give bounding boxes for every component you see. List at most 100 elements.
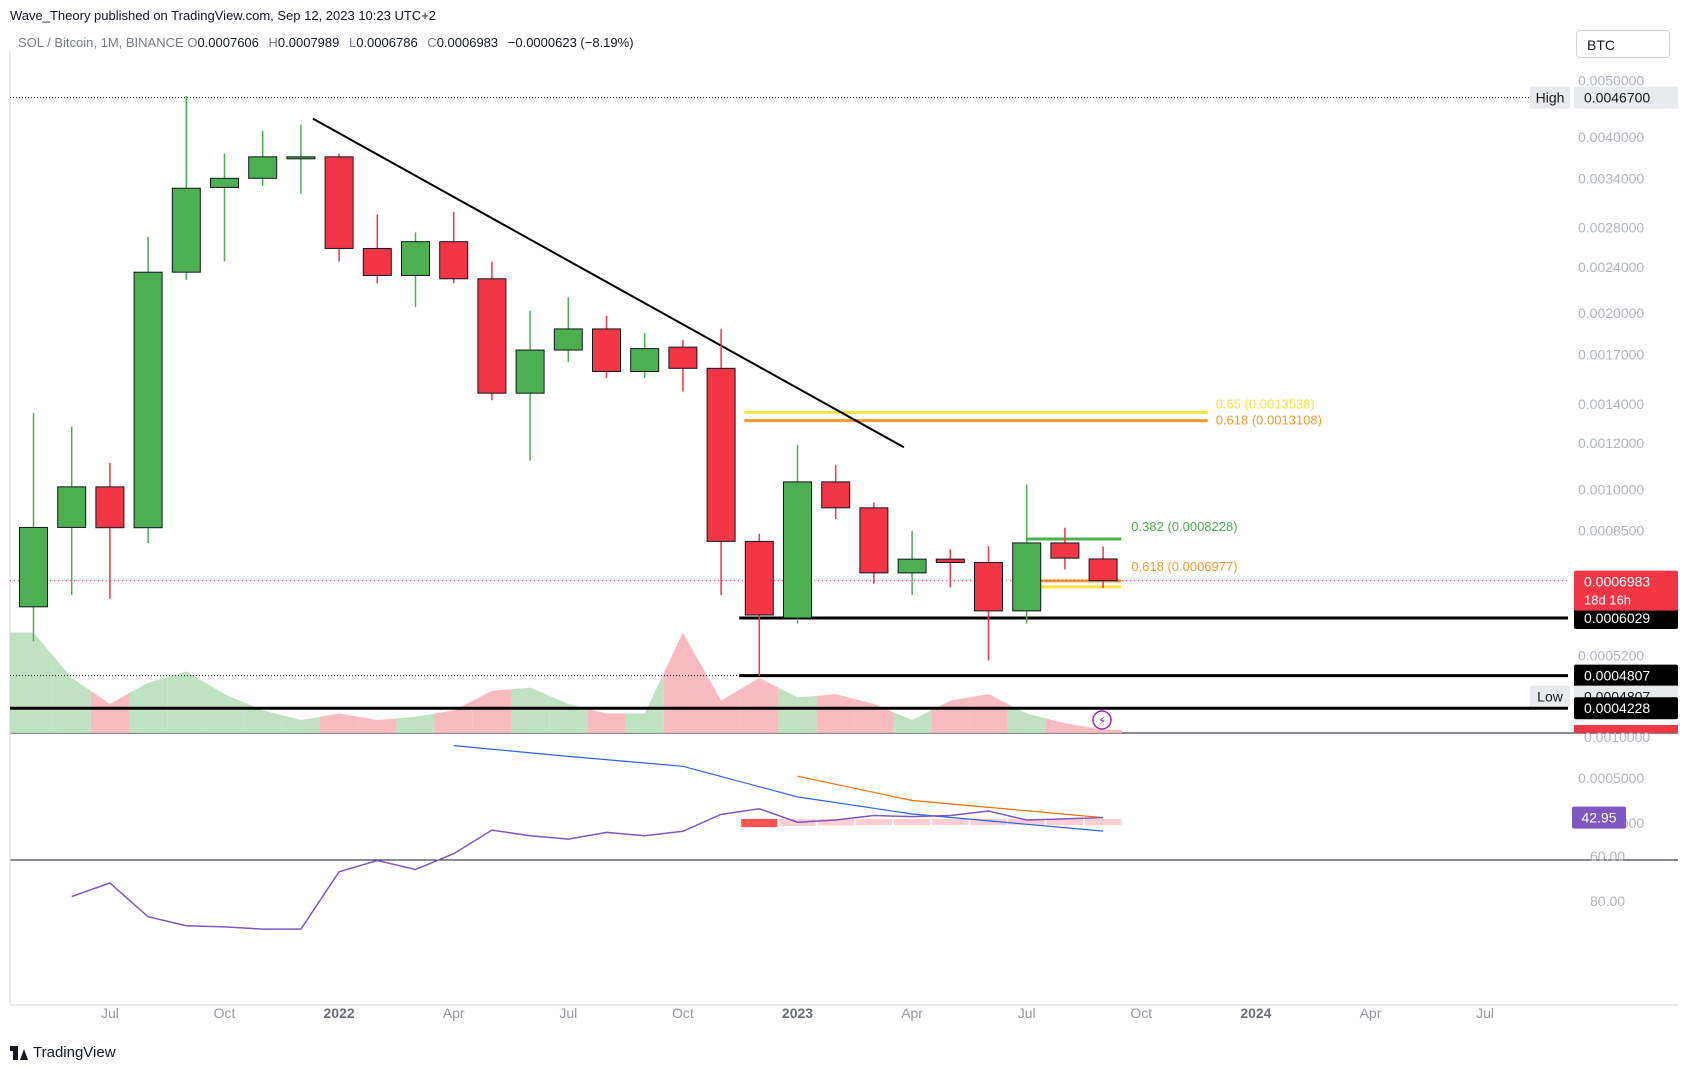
macd-line bbox=[453, 745, 1104, 832]
candle-body-2022-02 bbox=[362, 247, 392, 276]
resistance-trendline bbox=[312, 117, 905, 449]
volume-value-label: 0.0010000 bbox=[1584, 729, 1650, 745]
candle-body-2021-10 bbox=[210, 177, 239, 188]
currency-button[interactable]: BTC bbox=[1576, 30, 1670, 58]
support-value-box bbox=[1574, 607, 1678, 629]
macd-histogram-bar-2023-08 bbox=[1046, 819, 1083, 825]
volume-area-2022-12 bbox=[740, 677, 779, 733]
volume-area-2022-04 bbox=[434, 700, 473, 733]
support-value-label: 0.0004228 bbox=[1584, 700, 1650, 716]
macd-histogram-bar-2023-02 bbox=[817, 819, 854, 826]
symbol-label[interactable]: SOL / Bitcoin, 1M, BINANCE bbox=[18, 35, 184, 50]
fib-level-label-0.618: 0.618 (0.0013108) bbox=[1216, 413, 1322, 428]
price-axis-tick: 0.0050000 bbox=[1578, 72, 1644, 88]
alert-bolt-glyph: ⚡ bbox=[1098, 714, 1106, 728]
alert-bolt-icon bbox=[1092, 710, 1112, 730]
open-value: 0.0007606 bbox=[197, 35, 259, 50]
fib-level-label-0.382: 0.382 (0.0008228) bbox=[1131, 519, 1237, 534]
candle-body-2023-02 bbox=[821, 481, 851, 509]
candle-body-2023-04 bbox=[897, 558, 927, 574]
high-value-label: 0.0046700 bbox=[1584, 90, 1650, 106]
high-value-box bbox=[1574, 86, 1678, 109]
macd-histogram-bar-2023-05 bbox=[932, 819, 969, 825]
volume-area-2021-07 bbox=[90, 690, 129, 733]
candle-body-2022-11 bbox=[706, 367, 736, 542]
time-axis-tick: Apr bbox=[443, 1005, 465, 1021]
volume-area-2021-11 bbox=[243, 702, 282, 733]
volume-area-2023-06 bbox=[969, 694, 1008, 733]
volume-area-2022-10 bbox=[663, 632, 702, 733]
macd-histogram-bar-2022-12 bbox=[741, 819, 778, 828]
rsi-axis-tick: 60.00 bbox=[1590, 848, 1625, 864]
volume-area-2023-09 bbox=[1084, 726, 1123, 733]
candle-body-2023-03 bbox=[859, 507, 889, 574]
price-axis-tick: 0.0017000 bbox=[1578, 347, 1644, 363]
time-axis-tick: Jul bbox=[1476, 1005, 1494, 1021]
candle-body-2021-12 bbox=[286, 156, 316, 160]
candle-body-2022-05 bbox=[477, 278, 507, 394]
candle-body-2023-09 bbox=[1088, 558, 1118, 582]
candle-body-2023-08 bbox=[1050, 542, 1080, 559]
candle-body-2021-05 bbox=[19, 526, 48, 608]
candle-body-2022-09 bbox=[630, 348, 660, 373]
volume-area-2022-07 bbox=[549, 695, 588, 733]
support-value-label: 0.0006029 bbox=[1584, 610, 1650, 626]
volume-area-2023-07 bbox=[1007, 703, 1046, 733]
volume-area-2021-08 bbox=[129, 677, 168, 733]
time-axis-tick: Oct bbox=[1130, 1005, 1152, 1021]
high-value: 0.0007989 bbox=[277, 35, 340, 50]
volume-area-2023-05 bbox=[931, 697, 970, 733]
volume-area-2021-06 bbox=[52, 655, 91, 733]
macd-axis-tick: 0.0005000 bbox=[1578, 770, 1644, 786]
time-axis-tick: 2023 bbox=[782, 1005, 813, 1021]
candle-body-2021-09 bbox=[171, 187, 201, 273]
candle-body-2021-06 bbox=[57, 486, 87, 528]
time-axis-tick: 2022 bbox=[324, 1005, 355, 1021]
price-axis-tick: 0.0014000 bbox=[1578, 396, 1644, 412]
candle-body-2023-01 bbox=[783, 481, 812, 619]
high-tag-box bbox=[1530, 86, 1570, 109]
time-axis-tick: Apr bbox=[1360, 1005, 1382, 1021]
support-value-label: 0.0004807 bbox=[1584, 668, 1650, 684]
tradingview-brand[interactable]: TradingView bbox=[10, 1044, 116, 1061]
support-value-box bbox=[1574, 664, 1678, 687]
volume-area-2023-03 bbox=[854, 698, 893, 733]
rsi-line bbox=[71, 807, 1104, 930]
tradingview-logo-icon bbox=[10, 1045, 28, 1060]
price-axis-tick: 0.0040000 bbox=[1578, 129, 1644, 145]
volume-area-2021-05 bbox=[10, 632, 53, 733]
volume-area-2022-01 bbox=[320, 713, 359, 733]
price-axis-tick: 0.0024000 bbox=[1578, 259, 1644, 275]
low-tag-box bbox=[1530, 685, 1570, 708]
volume-area-2023-02 bbox=[816, 694, 855, 733]
volume-area-2022-09 bbox=[625, 673, 664, 733]
support-value-box bbox=[1574, 697, 1678, 720]
last-price-value: 0.0006983 bbox=[1584, 574, 1650, 590]
macd-histogram-bar-2023-07 bbox=[1008, 819, 1045, 825]
price-axis-tick: 0.0005200 bbox=[1578, 648, 1644, 664]
last-price-box bbox=[1574, 570, 1678, 611]
macd-histogram-bar-2023-06 bbox=[970, 819, 1007, 825]
price-axis-tick: 0.0034000 bbox=[1578, 170, 1644, 186]
macd-signal-line bbox=[797, 775, 1104, 819]
time-axis-tick: Oct bbox=[672, 1005, 694, 1021]
volume-area-2021-09 bbox=[167, 671, 206, 733]
candle-body-2023-07 bbox=[1012, 542, 1042, 612]
rsi-axis-tick: 80.00 bbox=[1590, 893, 1625, 909]
time-axis-tick: Apr bbox=[901, 1005, 923, 1021]
macd-histogram-bar-2023-03 bbox=[855, 819, 892, 825]
candle-body-2022-10 bbox=[668, 346, 698, 369]
close-value: 0.0006983 bbox=[436, 35, 499, 50]
low-value: 0.0006786 bbox=[356, 35, 418, 50]
publisher-line: Wave_Theory published on TradingView.com… bbox=[10, 8, 437, 23]
macd-histogram-bar-2023-09 bbox=[1085, 819, 1122, 825]
candle-body-2022-03 bbox=[401, 241, 430, 276]
volume-area-2023-01 bbox=[778, 687, 817, 733]
volume-area-2021-12 bbox=[281, 715, 320, 733]
candle-body-2023-06 bbox=[974, 562, 1003, 612]
price-axis-tick: 0.0010000 bbox=[1578, 481, 1644, 497]
price-axis-tick: 0.0008500 bbox=[1578, 523, 1644, 539]
candle-body-2021-07 bbox=[95, 486, 125, 529]
rsi-value-label: 42.95 bbox=[1581, 810, 1616, 826]
